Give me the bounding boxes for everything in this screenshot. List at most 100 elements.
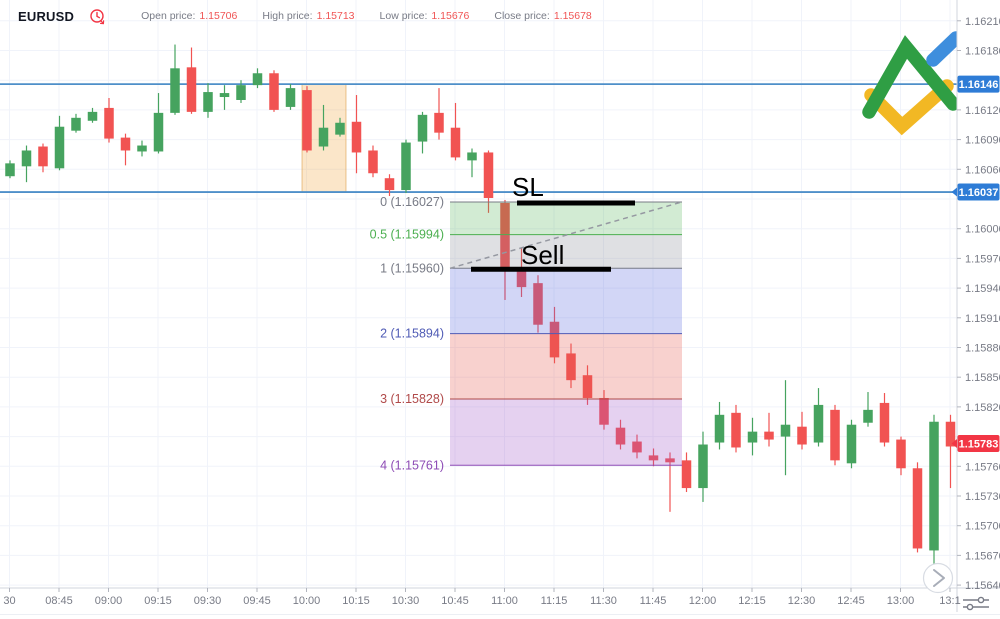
- candle-11:05[interactable]: [516, 268, 527, 288]
- candle-13:05[interactable]: [912, 468, 923, 549]
- price-badge-1.16146: 1.16146: [957, 75, 1000, 93]
- price-tick-label: 1.15850: [965, 372, 1000, 384]
- candle-12:35[interactable]: [813, 404, 824, 443]
- candle-11:45[interactable]: [648, 455, 659, 461]
- candle-10:05[interactable]: [318, 127, 329, 147]
- price-badge-1.15783: 1.15783: [951, 435, 1000, 453]
- candle-08:50[interactable]: [71, 117, 81, 131]
- candle-11:10[interactable]: [533, 283, 543, 325]
- candle-11:35[interactable]: [615, 427, 626, 445]
- price-axis[interactable]: [957, 0, 1000, 619]
- candle-09:35[interactable]: [219, 93, 230, 98]
- candle-12:30[interactable]: [797, 426, 807, 445]
- candle-09:15[interactable]: [153, 112, 164, 152]
- chart-header: EURUSD Open price: 1.15706 High price: 1.1…: [0, 0, 592, 32]
- candle-11:55[interactable]: [681, 460, 692, 489]
- fib-band-0-0.5: [450, 201, 682, 235]
- candle-11:40[interactable]: [632, 441, 642, 453]
- time-tick-label: 30: [3, 595, 15, 607]
- candle-10:30[interactable]: [401, 142, 411, 191]
- time-tick-label: 13:00: [887, 595, 915, 607]
- candle-09:45[interactable]: [252, 73, 263, 86]
- candle-12:45[interactable]: [846, 424, 857, 464]
- candle-09:20[interactable]: [170, 68, 180, 113]
- candle-10:40[interactable]: [434, 112, 444, 133]
- candle-12:05[interactable]: [714, 414, 725, 443]
- low-price: Low price: 1.15676: [379, 10, 470, 22]
- price-tick-label: 1.16210: [965, 16, 1000, 28]
- price-tick-label: 1.15760: [965, 461, 1000, 473]
- candle-10:25[interactable]: [384, 178, 395, 191]
- candle-10:35[interactable]: [417, 114, 428, 142]
- time-tick-label: 11:30: [590, 595, 617, 607]
- candle-10:50[interactable]: [467, 152, 477, 161]
- time-tick-label: 10:45: [441, 595, 469, 607]
- price-tick-label: 1.15700: [965, 521, 1000, 533]
- candle-08:55[interactable]: [87, 111, 98, 121]
- candle-12:50[interactable]: [863, 409, 873, 423]
- candle-12:40[interactable]: [830, 409, 840, 461]
- candle-09:30[interactable]: [203, 92, 213, 112]
- scroll-right-button[interactable]: [922, 562, 954, 594]
- price-tick-label: 1.16000: [965, 224, 1000, 236]
- fib-level-label-0.5: 0.5 (1.15994): [370, 228, 444, 242]
- candle-12:55[interactable]: [879, 402, 890, 443]
- time-axis[interactable]: [0, 588, 1000, 619]
- candle-12:00[interactable]: [698, 444, 708, 489]
- time-tick-label: 12:00: [689, 595, 717, 607]
- candle-11:30[interactable]: [599, 397, 609, 425]
- candle-09:00[interactable]: [104, 107, 114, 139]
- symbol-name: EURUSD: [18, 8, 75, 24]
- fib-band-1-2: [450, 268, 682, 334]
- price-badge-1.16037: 1.16037: [951, 183, 1000, 201]
- price-tick-label: 1.15640: [965, 580, 1000, 592]
- candle-08:45[interactable]: [54, 126, 65, 169]
- price-tick-label: 1.16090: [965, 135, 1000, 147]
- candle-11:15[interactable]: [549, 321, 560, 358]
- candle-10:20[interactable]: [368, 150, 378, 174]
- candle-08:30[interactable]: [5, 163, 15, 177]
- candle-11:50[interactable]: [665, 458, 675, 463]
- candle-12:10[interactable]: [731, 412, 741, 448]
- svg-text:1.16037: 1.16037: [959, 187, 999, 199]
- time-tick-label: 12:15: [738, 595, 766, 607]
- candle-09:10[interactable]: [137, 145, 147, 152]
- candle-13:10[interactable]: [929, 421, 939, 551]
- candle-10:55[interactable]: [483, 152, 494, 198]
- time-tick-label: 11:45: [640, 595, 667, 607]
- candle-10:10[interactable]: [335, 122, 345, 135]
- candle-12:20[interactable]: [764, 431, 774, 440]
- candle-10:15[interactable]: [351, 121, 362, 153]
- candle-08:40[interactable]: [38, 146, 48, 167]
- candle-11:25[interactable]: [582, 375, 593, 398]
- candle-09:40[interactable]: [236, 85, 246, 100]
- candle-09:25[interactable]: [186, 67, 197, 112]
- candle-09:05[interactable]: [120, 137, 131, 151]
- sell-label: Sell: [521, 240, 564, 270]
- axis-settings-button[interactable]: [963, 596, 989, 611]
- candle-11:20[interactable]: [566, 353, 576, 381]
- time-tick-label: 09:00: [95, 595, 123, 607]
- svg-text:1.16146: 1.16146: [959, 79, 999, 91]
- candle-08:35[interactable]: [21, 150, 32, 167]
- price-tick-label: 1.15910: [965, 313, 1000, 325]
- market-hours-clock-icon[interactable]: [89, 8, 106, 25]
- candle-13:15[interactable]: [945, 421, 956, 447]
- candle-10:00[interactable]: [302, 90, 312, 151]
- fib-level-label-0: 0 (1.16027): [380, 195, 444, 209]
- fib-level-label-4: 4 (1.15761): [380, 458, 444, 472]
- broker-logo: [862, 31, 963, 136]
- time-tick-label: 09:30: [194, 595, 222, 607]
- fibonacci-tool[interactable]: 0 (1.16027) 0.5 (1.15994) 1 (1.15960) 2 (1.…: [370, 195, 683, 472]
- candle-12:25[interactable]: [780, 424, 791, 437]
- time-tick-label: 12:30: [788, 595, 816, 607]
- candle-10:45[interactable]: [450, 127, 461, 158]
- price-tick-label: 1.15970: [965, 253, 1000, 265]
- price-tick-label: 1.16060: [965, 164, 1000, 176]
- candle-09:50[interactable]: [269, 73, 279, 110]
- candle-12:15[interactable]: [747, 431, 758, 443]
- price-tick-label: 1.16120: [965, 105, 1000, 117]
- candle-13:00[interactable]: [896, 439, 906, 469]
- candle-09:55[interactable]: [285, 88, 296, 107]
